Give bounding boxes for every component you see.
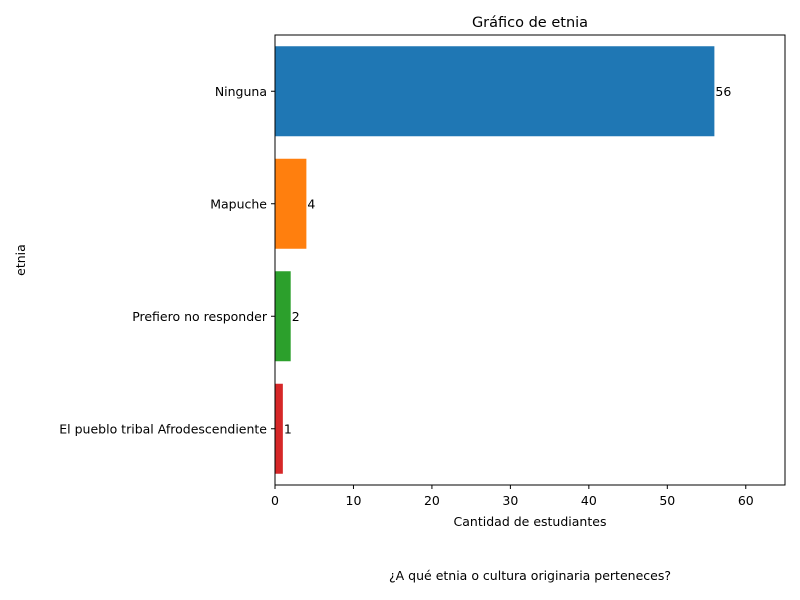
x-tick-label: 50 [659,493,675,508]
bar [275,158,307,249]
x-tick-label: 60 [738,493,754,508]
y-tick-label: El pueblo tribal Afrodescendiente [59,421,267,436]
plot-frame [274,34,786,486]
x-tick-label: 10 [346,493,362,508]
chart-caption: ¿A qué etnia o cultura originaria perten… [389,568,671,583]
bar [275,383,283,474]
data-label: 2 [292,309,300,324]
bar [275,271,291,362]
y-tick-label: Ninguna [215,84,267,99]
y-tick-label: Prefiero no responder [132,309,268,324]
x-tick-label: 30 [502,493,518,508]
chart-title: Gráfico de etnia [472,15,588,31]
x-axis-label: Cantidad de estudiantes [454,514,607,529]
data-label: 4 [307,196,315,211]
bar [275,46,715,137]
data-label: 1 [284,421,292,436]
x-tick-label: 40 [581,493,597,508]
x-tick-label: 20 [424,493,440,508]
data-label: 56 [715,84,731,99]
y-tick-label: Mapuche [210,196,267,211]
x-tick-label: 0 [271,493,279,508]
y-axis-label: etnia [13,244,28,276]
